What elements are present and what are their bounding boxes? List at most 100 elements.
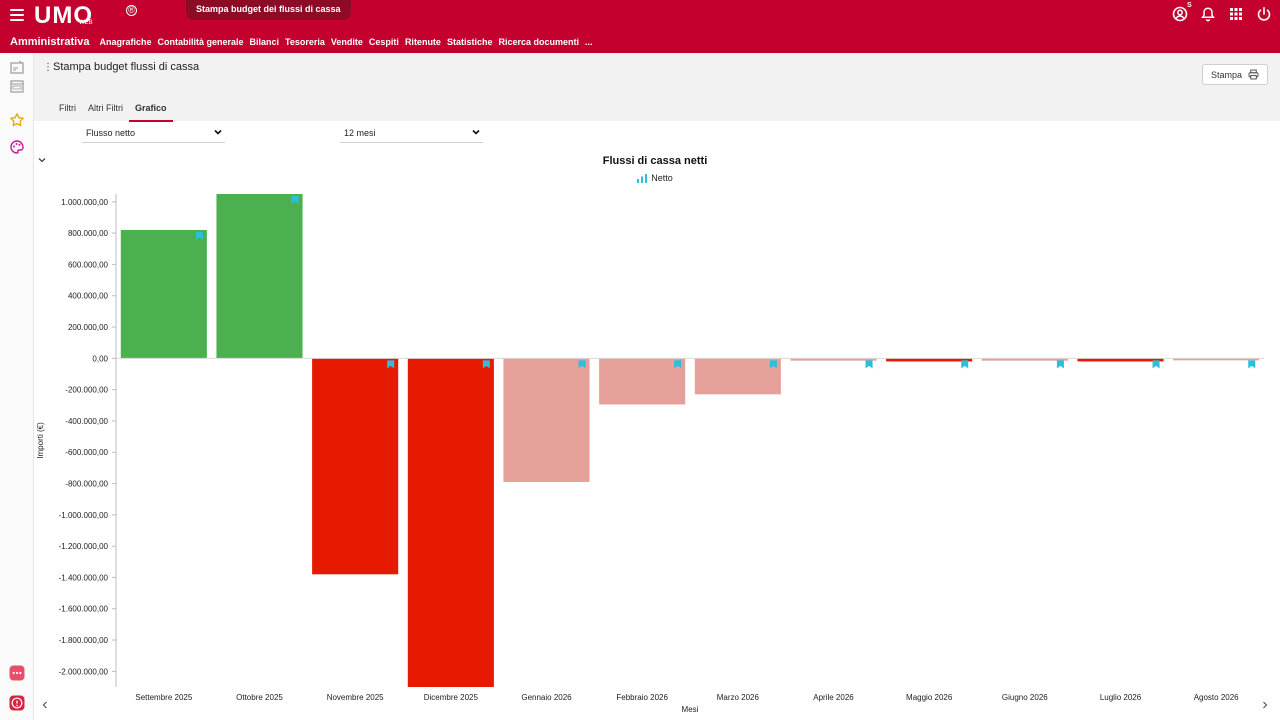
chart-title: Flussi di cassa netti xyxy=(602,155,708,167)
x-axis-title: Mesi xyxy=(682,705,699,714)
data-marker[interactable] xyxy=(1152,360,1160,369)
y-tick-label: 400.000,00 xyxy=(68,292,109,301)
bar[interactable] xyxy=(216,194,303,359)
dashboard-icon[interactable] xyxy=(9,59,25,75)
bar[interactable] xyxy=(503,358,590,482)
main-menu: Amministrativa Anagrafiche Contabilità g… xyxy=(10,36,599,48)
page-title: Stampa budget flussi di cassa xyxy=(53,61,200,73)
flow-type-value: Flusso netto xyxy=(86,128,136,138)
top-actions: S xyxy=(1172,2,1272,22)
bar[interactable] xyxy=(1077,358,1164,362)
bell-icon[interactable] xyxy=(1200,6,1216,22)
bar[interactable] xyxy=(599,358,686,405)
data-marker[interactable] xyxy=(865,360,873,369)
bar[interactable] xyxy=(886,358,973,362)
star-icon[interactable] xyxy=(9,112,25,128)
data-marker[interactable] xyxy=(482,360,490,369)
data-marker[interactable] xyxy=(961,360,969,369)
data-marker[interactable] xyxy=(1248,360,1256,369)
y-tick-label: 200.000,00 xyxy=(68,323,109,332)
menu-item-ritenute[interactable]: Ritenute xyxy=(404,37,441,47)
y-tick-label: -1.600.000,00 xyxy=(59,605,109,614)
legend-label-netto: Netto xyxy=(651,173,673,183)
palette-icon[interactable] xyxy=(9,139,25,155)
bar[interactable] xyxy=(312,358,399,575)
menu-item-anagrafiche[interactable]: Anagrafiche xyxy=(99,37,152,47)
open-app-tab[interactable]: Stampa budget dei flussi di cassa xyxy=(186,0,351,20)
bar[interactable] xyxy=(407,358,494,687)
bar[interactable] xyxy=(981,358,1068,361)
tab-filtri[interactable]: Filtri xyxy=(59,103,76,113)
apps-grid-icon[interactable] xyxy=(1228,6,1244,22)
x-tick-label: Ottobre 2025 xyxy=(236,693,283,702)
collapse-chevron-icon[interactable] xyxy=(37,155,47,165)
data-marker[interactable] xyxy=(387,360,395,369)
printer-icon xyxy=(1248,69,1259,80)
menu-module[interactable]: Amministrativa xyxy=(10,36,90,48)
data-marker[interactable] xyxy=(578,360,586,369)
y-tick-label: -2.000.000,00 xyxy=(59,667,109,676)
data-marker[interactable] xyxy=(769,360,777,369)
y-tick-label: -400.000,00 xyxy=(65,417,108,426)
menu-icon[interactable] xyxy=(10,9,24,23)
menu-item-cespiti[interactable]: Cespiti xyxy=(368,37,399,47)
period-select[interactable]: 12 mesi xyxy=(340,124,483,143)
y-tick-label: -1.800.000,00 xyxy=(59,636,109,645)
bar[interactable] xyxy=(1173,358,1260,361)
top-bar: UMO WEB ® Stampa budget dei flussi di ca… xyxy=(0,0,1280,53)
chart-legend[interactable]: Netto xyxy=(455,173,855,183)
kebab-menu-icon[interactable]: ⋮ xyxy=(43,62,53,73)
account-icon[interactable]: S xyxy=(1172,2,1192,22)
x-tick-label: Dicembre 2025 xyxy=(424,693,479,702)
y-tick-label: -200.000,00 xyxy=(65,386,108,395)
power-icon[interactable] xyxy=(1256,6,1272,22)
logo-subtext: WEB xyxy=(79,20,93,26)
x-tick-label: Marzo 2026 xyxy=(717,693,760,702)
app-logo[interactable]: UMO WEB ® xyxy=(34,4,137,28)
print-button[interactable]: Stampa xyxy=(1201,64,1268,85)
bar[interactable] xyxy=(694,358,781,395)
menu-item-vendite[interactable]: Vendite xyxy=(330,37,363,47)
print-label: Stampa xyxy=(1210,69,1242,80)
info-icon[interactable] xyxy=(9,695,25,711)
bar-chart-icon xyxy=(637,173,648,183)
page-header: ⋮ Stampa budget flussi di cassa Stampa F… xyxy=(34,53,1280,122)
bar-chart: 1.000.000,00 800.000,00 600.000,00 400.000,… xyxy=(36,194,1264,714)
menu-item-bilanci[interactable]: Bilanci xyxy=(249,37,280,47)
y-tick-label: 800.000,00 xyxy=(68,229,109,238)
y-tick-label: 600.000,00 xyxy=(68,260,109,269)
x-tick-label: Novembre 2025 xyxy=(327,693,384,702)
period-value: 12 mesi xyxy=(344,128,376,138)
user-badge: S xyxy=(1187,2,1192,9)
scroll-right-icon[interactable] xyxy=(1260,700,1270,710)
data-marker[interactable] xyxy=(195,231,203,240)
tab-grafico[interactable]: Grafico xyxy=(129,103,173,122)
menu-item-tesoreria[interactable]: Tesoreria xyxy=(285,37,325,47)
x-tick-label: Agosto 2026 xyxy=(1194,693,1239,702)
bar[interactable] xyxy=(790,358,877,361)
x-tick-label: Luglio 2026 xyxy=(1100,693,1142,702)
menu-item-ricerca[interactable]: Ricerca documenti xyxy=(498,37,579,47)
menu-item-statistiche[interactable]: Statistiche xyxy=(446,37,493,47)
y-tick-label: -800.000,00 xyxy=(65,480,108,489)
menu-item-more[interactable]: ... xyxy=(584,37,593,47)
scroll-left-icon[interactable] xyxy=(40,700,50,710)
data-marker[interactable] xyxy=(291,196,299,204)
tab-altri-filtri[interactable]: Altri Filtri xyxy=(88,103,123,113)
menu-item-contabilita[interactable]: Contabilità generale xyxy=(157,37,244,47)
flow-type-select[interactable]: Flusso netto xyxy=(82,124,225,143)
x-tick-label: Giugno 2026 xyxy=(1002,693,1048,702)
chat-icon[interactable] xyxy=(9,665,25,681)
y-axis-title: Importi (€) xyxy=(36,422,45,459)
y-tick-label: 1.000.000,00 xyxy=(61,198,108,207)
x-tick-label: Aprile 2026 xyxy=(813,693,854,702)
x-tick-label: Maggio 2026 xyxy=(906,693,953,702)
chevron-down-icon xyxy=(472,129,480,135)
left-sidebar xyxy=(0,53,34,720)
data-marker[interactable] xyxy=(674,360,682,369)
data-marker[interactable] xyxy=(1056,360,1064,369)
y-tick-label: -600.000,00 xyxy=(65,448,108,457)
calendar-icon[interactable] xyxy=(9,78,25,94)
bar[interactable] xyxy=(120,229,207,359)
x-tick-label: Settembre 2025 xyxy=(135,693,192,702)
